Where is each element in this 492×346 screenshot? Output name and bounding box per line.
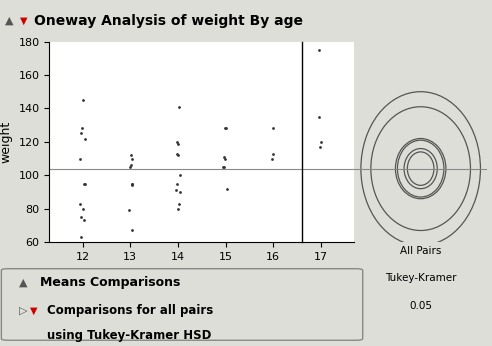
Text: ▷: ▷ (19, 306, 28, 316)
Text: Comparisons for all pairs: Comparisons for all pairs (47, 304, 214, 318)
Text: ▲: ▲ (19, 278, 28, 288)
Text: ▲: ▲ (5, 16, 13, 26)
Y-axis label: weight: weight (0, 121, 13, 163)
Text: Oneway Analysis of weight By age: Oneway Analysis of weight By age (34, 14, 304, 28)
Text: ▼: ▼ (20, 16, 27, 26)
Text: Tukey-Kramer: Tukey-Kramer (385, 273, 457, 283)
Text: Means Comparisons: Means Comparisons (40, 275, 181, 289)
Text: 0.05: 0.05 (409, 301, 432, 311)
X-axis label: age: age (190, 267, 214, 281)
Text: All Pairs: All Pairs (400, 246, 441, 256)
Text: using Tukey-Kramer HSD: using Tukey-Kramer HSD (47, 329, 212, 342)
Text: ▼: ▼ (30, 306, 37, 316)
FancyBboxPatch shape (1, 269, 363, 340)
